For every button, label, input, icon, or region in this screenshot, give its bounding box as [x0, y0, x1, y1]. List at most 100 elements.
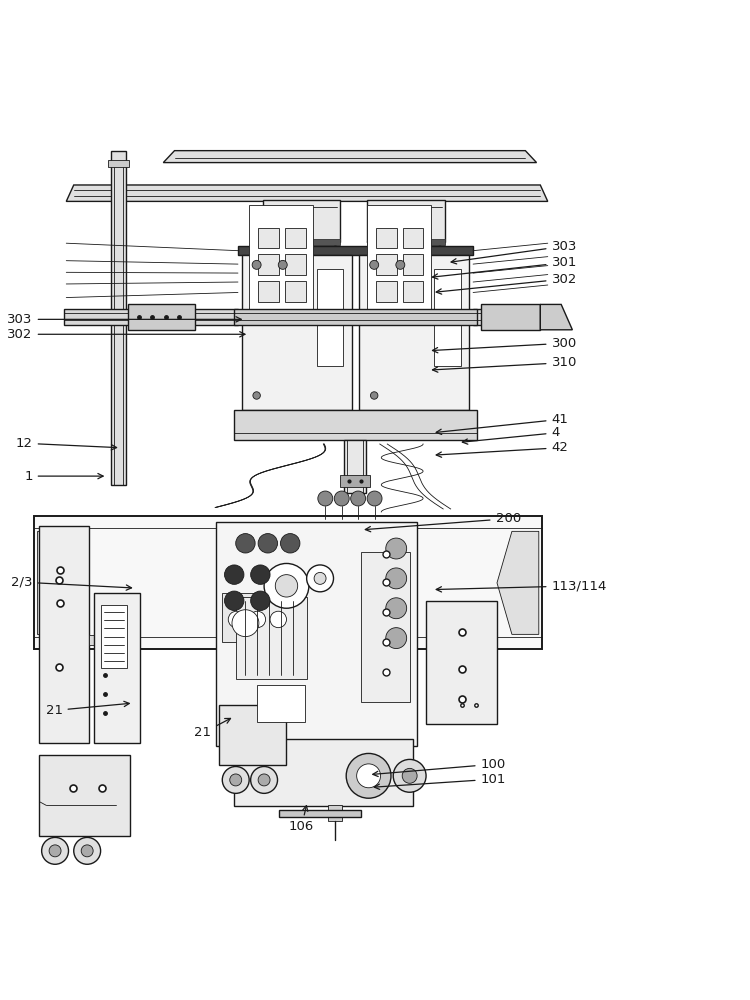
Circle shape: [307, 565, 334, 592]
Bar: [108, 160, 129, 167]
Bar: [258, 254, 279, 275]
Circle shape: [224, 591, 244, 610]
Bar: [285, 228, 306, 248]
Text: 42: 42: [436, 441, 568, 457]
Circle shape: [357, 764, 380, 788]
Circle shape: [264, 563, 309, 608]
Circle shape: [81, 845, 93, 857]
Circle shape: [278, 260, 287, 269]
Circle shape: [402, 768, 417, 783]
Bar: [481, 304, 540, 330]
Circle shape: [228, 611, 244, 628]
Bar: [403, 281, 424, 302]
Bar: [400, 264, 412, 276]
Bar: [249, 205, 313, 310]
Bar: [359, 255, 470, 410]
Circle shape: [224, 565, 244, 584]
Circle shape: [367, 491, 382, 506]
Bar: [238, 246, 473, 255]
Bar: [215, 522, 417, 746]
Circle shape: [386, 628, 406, 649]
Bar: [316, 269, 343, 366]
Bar: [285, 254, 306, 275]
Text: 1: 1: [24, 470, 104, 483]
Text: 2/3: 2/3: [11, 576, 131, 590]
Polygon shape: [262, 242, 340, 264]
Bar: [340, 475, 370, 487]
Circle shape: [251, 565, 270, 584]
Bar: [94, 593, 140, 743]
Circle shape: [346, 753, 391, 798]
Text: 4: 4: [462, 426, 560, 444]
Circle shape: [318, 491, 333, 506]
Bar: [219, 705, 286, 765]
Bar: [89, 635, 134, 645]
Text: 300: 300: [433, 337, 577, 353]
Polygon shape: [497, 531, 538, 634]
Bar: [376, 254, 397, 275]
Bar: [236, 597, 308, 679]
Circle shape: [49, 845, 61, 857]
Bar: [258, 228, 279, 248]
Text: 100: 100: [373, 758, 506, 777]
Text: 101: 101: [374, 773, 506, 789]
Text: 302: 302: [436, 273, 577, 294]
Circle shape: [396, 260, 405, 269]
Circle shape: [351, 491, 365, 506]
Bar: [279, 810, 362, 817]
Text: 310: 310: [433, 356, 577, 372]
Bar: [234, 309, 477, 325]
Bar: [362, 552, 410, 702]
Bar: [258, 281, 279, 302]
Text: 21: 21: [46, 701, 129, 717]
Circle shape: [386, 598, 406, 619]
Bar: [403, 254, 424, 275]
Bar: [242, 255, 352, 410]
Bar: [296, 264, 307, 276]
Bar: [262, 200, 340, 242]
Bar: [234, 410, 477, 440]
Circle shape: [230, 774, 242, 786]
Bar: [101, 605, 128, 668]
Text: 303: 303: [451, 240, 577, 264]
Bar: [39, 755, 130, 836]
Circle shape: [258, 534, 278, 553]
Circle shape: [236, 534, 255, 553]
Circle shape: [270, 611, 286, 628]
Polygon shape: [164, 151, 536, 163]
Bar: [39, 526, 89, 743]
Circle shape: [314, 572, 326, 584]
Bar: [111, 151, 126, 485]
Circle shape: [393, 759, 426, 792]
Circle shape: [42, 837, 68, 864]
Bar: [234, 739, 413, 806]
Bar: [128, 304, 196, 330]
Bar: [38, 531, 82, 634]
Polygon shape: [540, 304, 572, 330]
Bar: [376, 228, 397, 248]
Circle shape: [222, 766, 249, 793]
Circle shape: [253, 392, 260, 399]
Circle shape: [252, 260, 261, 269]
Circle shape: [386, 568, 406, 589]
Bar: [64, 309, 238, 325]
Text: 106: 106: [289, 806, 314, 833]
Bar: [473, 309, 484, 325]
Circle shape: [334, 491, 350, 506]
Bar: [285, 281, 306, 302]
Circle shape: [74, 837, 100, 864]
Circle shape: [258, 774, 270, 786]
Bar: [426, 601, 497, 724]
Bar: [367, 205, 430, 310]
Polygon shape: [66, 185, 548, 201]
Text: 12: 12: [16, 437, 116, 450]
Circle shape: [370, 392, 378, 399]
Bar: [256, 685, 305, 722]
Circle shape: [251, 591, 270, 610]
Polygon shape: [367, 242, 445, 264]
Bar: [221, 593, 300, 642]
Text: 41: 41: [436, 413, 568, 434]
Bar: [344, 440, 366, 493]
Circle shape: [275, 575, 298, 597]
Text: 200: 200: [365, 512, 520, 532]
